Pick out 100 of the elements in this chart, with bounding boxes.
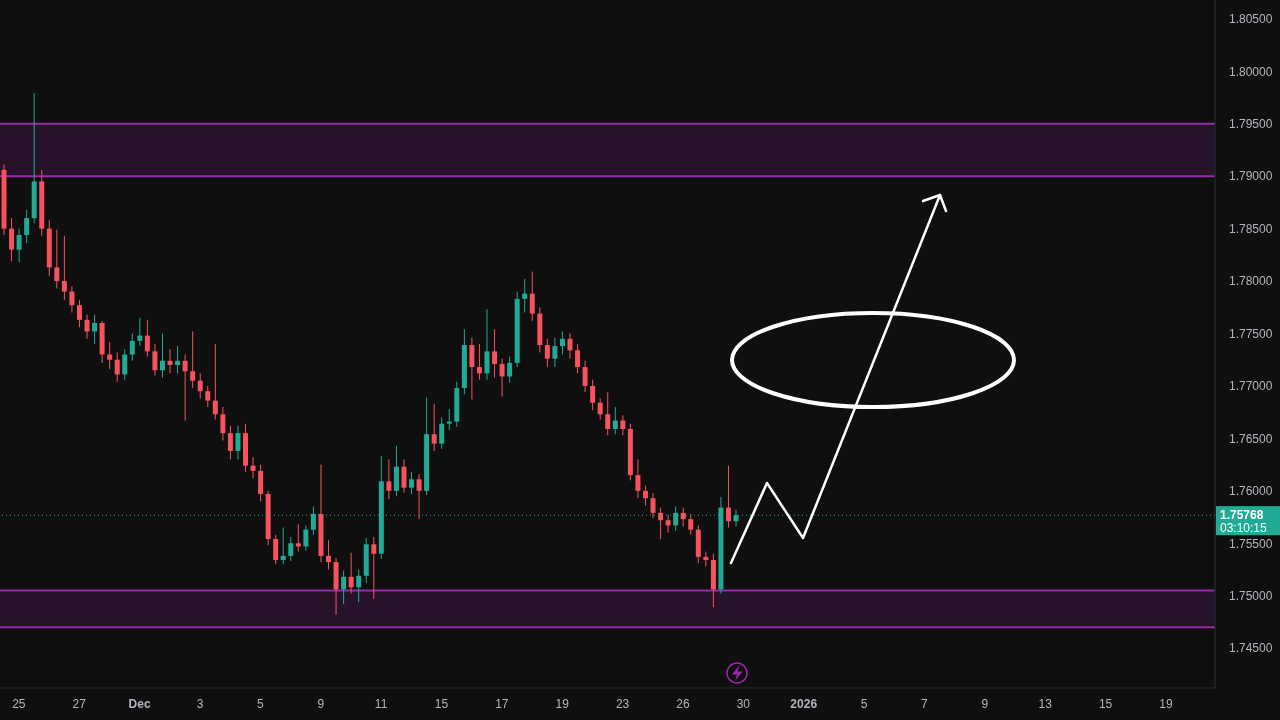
candlestick xyxy=(575,343,581,374)
y-tick-label: 1.75500 xyxy=(1229,536,1273,551)
candlestick xyxy=(107,341,113,370)
y-tick-label: 1.77500 xyxy=(1229,326,1273,341)
y-tick-label: 1.78000 xyxy=(1229,274,1273,289)
candlestick xyxy=(227,425,233,460)
x-tick-label: 15 xyxy=(434,697,449,711)
candlestick xyxy=(137,317,143,347)
y-tick-label: 1.76500 xyxy=(1229,431,1273,446)
y-tick-label: 1.78500 xyxy=(1229,221,1273,236)
candlestick xyxy=(492,328,498,379)
candlestick xyxy=(205,385,211,408)
candlestick xyxy=(280,527,286,565)
candlestick xyxy=(212,343,218,421)
candlestick xyxy=(288,536,294,562)
x-tick-label: 30 xyxy=(736,697,751,711)
x-tick-label: 19 xyxy=(555,697,570,711)
candlestick xyxy=(590,379,596,411)
candlestick xyxy=(295,523,301,553)
candlestick xyxy=(24,209,30,244)
candlestick xyxy=(469,337,475,401)
x-tick-label: 7 xyxy=(921,697,929,711)
candlestick xyxy=(129,333,135,362)
candlestick xyxy=(597,398,603,421)
text: 03:10:15 xyxy=(1220,521,1268,536)
candlestick xyxy=(182,353,188,422)
y-tick-label: 1.76000 xyxy=(1229,484,1273,499)
y-tick-label: 1.74500 xyxy=(1229,641,1273,656)
candlestick xyxy=(650,492,656,519)
x-tick-label: 3 xyxy=(196,697,204,711)
candlestick xyxy=(416,473,422,520)
x-tick-label: 13 xyxy=(1038,697,1053,711)
ref-line-label: 1.75768 xyxy=(1220,508,1264,523)
candlestick xyxy=(371,536,377,600)
candlestick xyxy=(567,333,573,360)
candlestick xyxy=(84,314,90,340)
candlestick xyxy=(401,458,407,494)
candlestick xyxy=(642,485,648,507)
candlestick xyxy=(476,343,482,381)
x-tick-label: 5 xyxy=(257,697,265,711)
candlestick xyxy=(522,278,528,314)
y-tick-label: 1.75000 xyxy=(1229,588,1273,603)
y-tick-label: 1.80500 xyxy=(1229,12,1273,27)
candlestick xyxy=(439,416,445,450)
x-tick-label: 25 xyxy=(12,697,26,711)
candlestick xyxy=(175,345,181,374)
candlestick xyxy=(152,343,158,376)
candlestick xyxy=(235,425,241,460)
x-tick-label: 27 xyxy=(72,697,87,711)
candlestick xyxy=(484,308,490,381)
candlestick xyxy=(499,358,505,397)
candlestick xyxy=(76,299,82,328)
candlestick xyxy=(446,408,452,431)
x-tick-label: 19 xyxy=(1159,697,1173,711)
x-tick-label: 11 xyxy=(374,697,388,711)
candlestick xyxy=(507,356,513,384)
candlestick xyxy=(92,314,98,345)
candlestick xyxy=(605,391,611,436)
candlestick xyxy=(529,271,535,322)
candlestick xyxy=(190,330,196,389)
candlestick xyxy=(9,217,15,262)
candlestick xyxy=(348,552,354,595)
candlestick xyxy=(386,458,392,500)
y-tick-label: 1.77000 xyxy=(1229,379,1273,394)
candlestick xyxy=(273,534,279,565)
candlestick xyxy=(635,458,641,499)
candlestick xyxy=(544,338,550,368)
candlestick xyxy=(582,360,588,393)
candlestick xyxy=(356,568,362,603)
candlestick xyxy=(122,348,128,381)
candlestick xyxy=(159,333,165,379)
candlestick xyxy=(612,406,618,435)
candlestick xyxy=(167,348,173,374)
y-tick-label: 1.80000 xyxy=(1229,64,1273,79)
candlestick xyxy=(665,514,671,534)
x-tick-label: 15 xyxy=(1098,697,1113,711)
candlestick xyxy=(54,229,60,289)
candlestick xyxy=(303,524,309,552)
y-tick-label: 1.79500 xyxy=(1229,117,1273,132)
candlestick xyxy=(552,337,558,368)
candlestick xyxy=(680,507,686,527)
candlestick xyxy=(16,228,22,263)
candlestick xyxy=(409,471,415,495)
candlestick xyxy=(114,351,120,383)
candlestick xyxy=(250,456,256,479)
x-tick-label: 26 xyxy=(676,697,690,711)
candlestick xyxy=(688,513,694,536)
candlestick xyxy=(220,406,226,441)
candlestick xyxy=(326,539,332,570)
candlestick xyxy=(341,570,347,605)
candlestick xyxy=(725,465,731,529)
candlestick xyxy=(69,285,75,314)
x-tick-label: Dec xyxy=(128,697,151,711)
x-tick-label: 23 xyxy=(615,697,630,711)
candlestick xyxy=(431,403,437,452)
candlestick xyxy=(144,319,150,358)
candlestick xyxy=(197,372,203,400)
x-tick-label: 2026 xyxy=(790,697,818,711)
x-tick-label: 17 xyxy=(495,697,509,711)
candlestick xyxy=(620,414,626,436)
